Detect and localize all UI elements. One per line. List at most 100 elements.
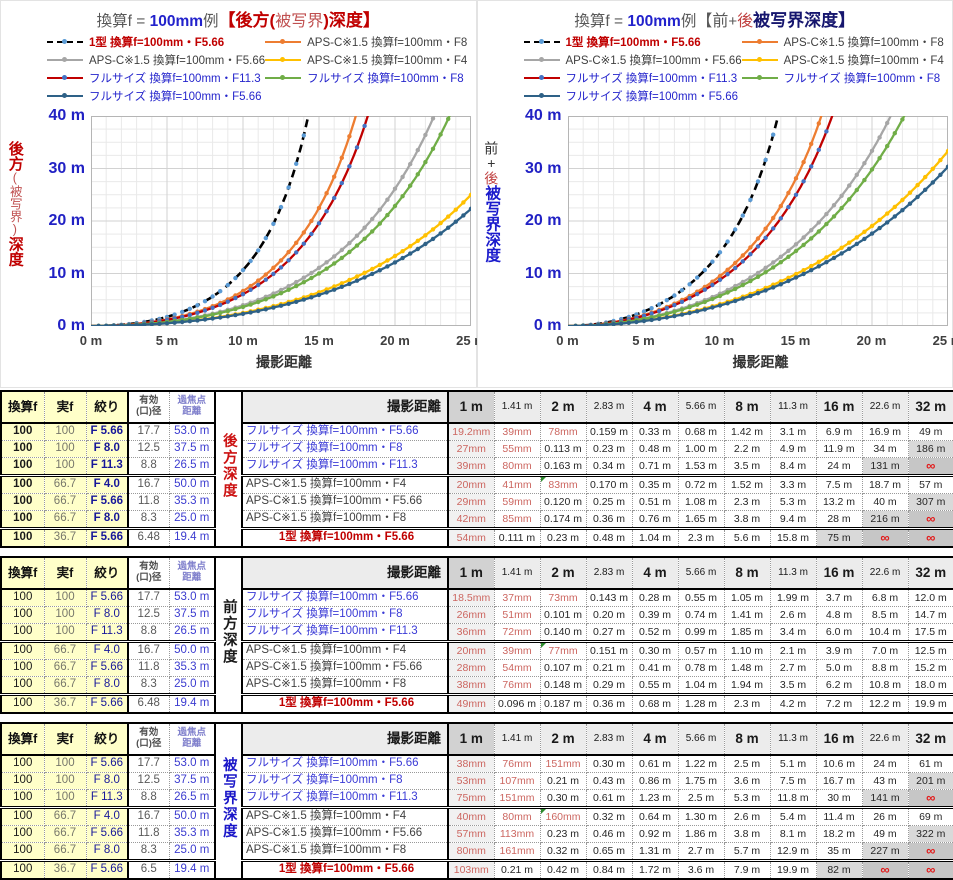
legend-series-label: APS-C※1.5 換算f=100mm・F4 (784, 52, 944, 68)
data-point-marker (907, 202, 911, 206)
value-text: 0.55 m (639, 679, 671, 691)
data-point-marker (892, 131, 896, 135)
data-point-marker (740, 213, 744, 217)
distance-column-header: 32 m (908, 723, 953, 755)
value-text: 186 m (916, 443, 945, 455)
value-text: 11.8 m (777, 792, 808, 804)
value-cell: 26 m (862, 808, 908, 826)
value-text: 29mm (457, 496, 486, 508)
value-text: 26mm (457, 609, 486, 621)
value-text: 0.170 m (590, 479, 628, 491)
column-header-line: (口)径 (129, 407, 169, 418)
value-cell: 0.64 m (632, 808, 678, 826)
data-point-marker (400, 256, 404, 260)
value-text: 38mm (457, 758, 486, 770)
value-text: 15.2 m (915, 662, 947, 674)
value-text: 49 m (873, 828, 896, 840)
chart-title-segment: 換算f = (574, 13, 627, 30)
spec-cell: 100 (44, 607, 86, 624)
spec-cell: 8.8 (128, 624, 169, 642)
data-point-marker (809, 264, 813, 268)
value-cell: 9.4 m (770, 511, 816, 529)
value-text: 0.32 m (547, 845, 579, 857)
data-point-marker (915, 183, 919, 187)
value-text: 2.6 m (734, 811, 760, 823)
value-cell: 2.3 m (724, 695, 770, 714)
value-cell: 3.1 m (770, 423, 816, 441)
spec-cell: 16.7 (128, 642, 169, 660)
y-axis-title: 前+後被写界深度 (483, 141, 500, 263)
data-point-marker (241, 312, 245, 316)
legend-marker-icon (757, 75, 762, 80)
value-text: ∞ (926, 862, 935, 877)
data-point-marker (679, 307, 683, 311)
value-cell: 12.2 m (862, 695, 908, 714)
legend-item: フルサイズ 換算f=100mm・F5.66 (47, 88, 265, 104)
value-text: 8.8 m (872, 662, 898, 674)
value-text: 0.23 m (593, 443, 625, 455)
x-axis-tick-label: 10 m (217, 333, 269, 348)
value-text: 1.22 m (685, 758, 717, 770)
column-header-line: 距離 (170, 573, 215, 584)
data-point-marker (664, 315, 668, 319)
value-cell: 0.120 m (540, 494, 586, 511)
value-text: 1.65 m (685, 513, 717, 525)
spec-cell: 66.7 (44, 660, 86, 677)
value-cell: 1.28 m (678, 695, 724, 714)
data-point-marker (461, 200, 465, 204)
data-point-marker (226, 300, 230, 304)
data-point-marker (332, 261, 336, 265)
value-cell: 1.48 m (724, 660, 770, 677)
value-cell: 2.3 m (724, 494, 770, 511)
y-axis-tick-label: 30 m (29, 159, 85, 179)
value-cell: 141 m (862, 790, 908, 808)
data-point-marker (188, 313, 192, 317)
y-axis-title: 後方(被写界)深度 (6, 141, 23, 267)
value-cell: 0.42 m (540, 861, 586, 880)
data-point-marker (393, 187, 397, 191)
value-text: 0.143 m (590, 592, 628, 604)
y-axis-title-segment: + (483, 155, 499, 171)
spec-cell: 50.0 m (169, 642, 215, 660)
value-text: ∞ (926, 458, 935, 473)
value-text: 10.8 m (869, 679, 901, 691)
plot-area (91, 116, 471, 326)
shooting-distance-header: 撮影距離 (242, 391, 448, 423)
value-text: 2.1 m (780, 645, 806, 657)
data-point-marker (302, 280, 306, 284)
spec-cell: 66.7 (44, 808, 86, 826)
data-point-marker (824, 255, 828, 259)
column-header-line: (口)径 (129, 573, 169, 584)
value-cell: 14.7 m (908, 607, 953, 624)
data-point-marker (400, 194, 404, 198)
value-cell: 0.23 m (586, 441, 632, 458)
value-cell: 151mm (494, 790, 540, 808)
value-cell: ∞ (908, 790, 953, 808)
data-point-marker (869, 149, 873, 153)
value-cell: ∞ (908, 861, 953, 880)
value-text: 0.86 m (639, 775, 671, 787)
legend-item: APS-C※1.5 換算f=100mm・F4 (265, 52, 471, 68)
legend-line-sample (742, 77, 778, 79)
data-point-marker (892, 205, 896, 209)
data-point-marker (423, 233, 427, 237)
value-cell: 0.76 m (632, 511, 678, 529)
column-header-line: 換算f (2, 732, 44, 746)
data-point-marker (180, 320, 184, 324)
value-text: 2.7 m (688, 845, 714, 857)
data-point-marker (634, 320, 638, 324)
chart-title-segment: 例 (681, 13, 697, 30)
series-row-label: APS-C※1.5 換算f=100mm・F4 (242, 642, 448, 660)
data-point-marker (241, 292, 245, 296)
data-point-marker (203, 308, 207, 312)
data-point-marker (347, 282, 351, 286)
data-point-marker (847, 197, 851, 201)
data-point-marker (824, 212, 828, 216)
value-cell: 0.33 m (632, 423, 678, 441)
data-point-marker (771, 226, 775, 230)
spec-cell: 100 (1, 511, 44, 529)
value-text: 6.0 m (826, 626, 852, 638)
data-point-marker (725, 268, 729, 272)
